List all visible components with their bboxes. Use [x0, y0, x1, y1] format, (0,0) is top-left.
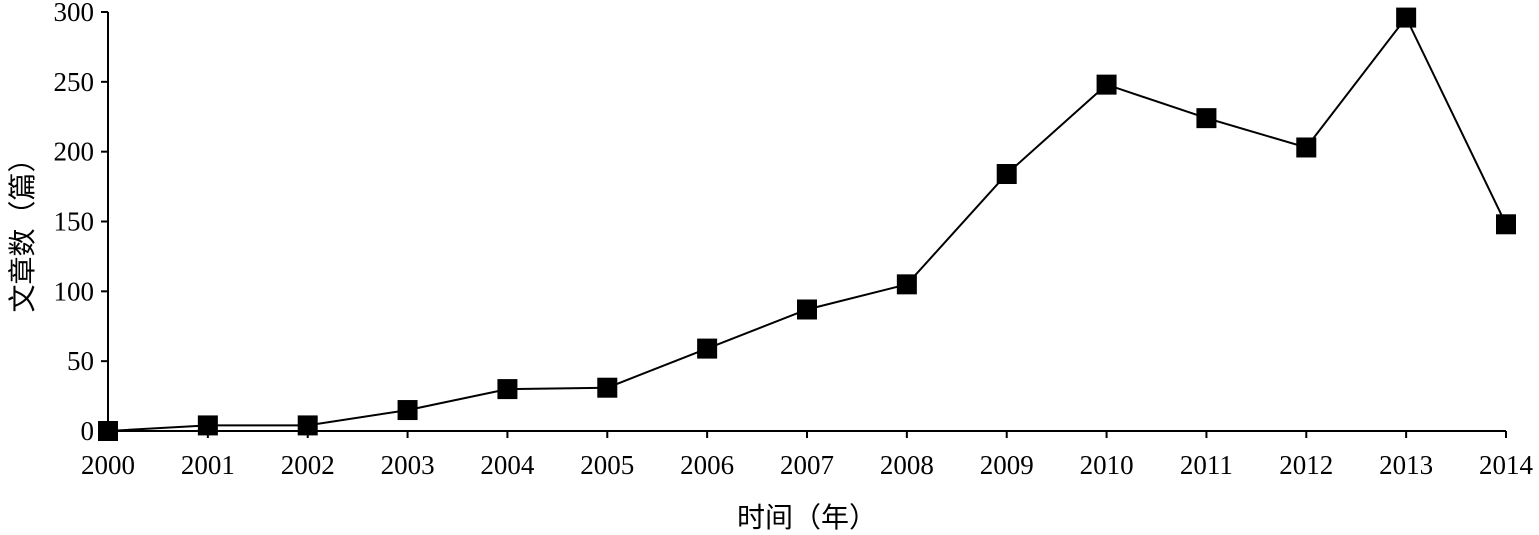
data-point-marker [797, 299, 817, 320]
x-tick-label: 2006 [680, 450, 734, 480]
y-tick-label: 150 [54, 207, 95, 237]
y-tick-label: 0 [81, 416, 95, 446]
data-point-marker [1296, 137, 1317, 158]
x-tick-label: 2009 [980, 450, 1034, 480]
data-point-marker [597, 377, 618, 398]
data-point-marker [996, 164, 1017, 185]
y-axis-title: 文章数（篇） [6, 144, 39, 312]
x-axis-title: 时间（年） [737, 501, 877, 534]
data-point-marker [397, 400, 418, 421]
x-tick-label: 2013 [1379, 450, 1433, 480]
data-point-marker [497, 379, 518, 400]
x-tick-label: 2011 [1180, 450, 1233, 480]
x-tick-label: 2002 [281, 450, 335, 480]
x-tick-label: 2012 [1279, 450, 1333, 480]
y-tick-label: 300 [54, 0, 95, 27]
x-tick-label: 2005 [580, 450, 634, 480]
x-tick-label: 2001 [181, 450, 235, 480]
series-group [98, 7, 1516, 441]
data-point-marker [1196, 108, 1217, 129]
data-point-marker [1496, 214, 1516, 235]
data-point-marker [98, 421, 118, 441]
x-tick-label: 2000 [81, 450, 135, 480]
x-axis-ticks: 2000 2001 2002 2003 2004 2005 2006 2007 2008 2009… [81, 431, 1534, 480]
x-tick-label: 2003 [381, 450, 435, 480]
x-tick-label: 2004 [480, 450, 535, 480]
y-axis-ticks: 0 50 100 150 200 250 300 [54, 0, 108, 446]
x-tick-label: 2010 [1080, 450, 1134, 480]
series-line [107, 15, 1507, 432]
data-point-marker [297, 415, 318, 436]
data-point-marker [697, 338, 718, 359]
x-tick-label: 2014 [1479, 450, 1534, 480]
x-tick-label: 2007 [780, 450, 834, 480]
y-tick-label: 50 [67, 346, 94, 376]
data-point-marker [1396, 7, 1417, 28]
y-tick-label: 250 [54, 67, 95, 97]
data-point-marker [896, 274, 917, 295]
y-tick-label: 200 [54, 137, 95, 167]
data-point-marker [197, 415, 218, 436]
x-tick-label: 2008 [880, 450, 934, 480]
axes [107, 12, 1506, 432]
y-tick-label: 100 [54, 276, 95, 306]
data-point-marker [1096, 74, 1117, 95]
